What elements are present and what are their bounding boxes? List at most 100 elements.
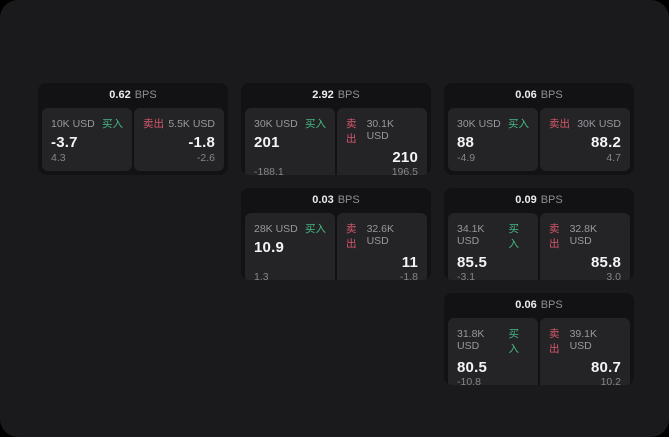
buy-badge: 买入 xyxy=(305,118,326,130)
bps-unit-label: BPS xyxy=(540,194,563,206)
quote-card-body: 31.8K USD 买入 80.5 -10.8 卖出 39.1K USD 80.… xyxy=(444,318,634,385)
buy-amount: 30K USD xyxy=(457,118,501,130)
buy-panel-header: 30K USD 买入 xyxy=(457,116,529,131)
sell-amount: 39.1K USD xyxy=(569,328,598,352)
buy-badge: 买入 xyxy=(102,118,123,130)
bps-value: 0.06 xyxy=(515,299,537,311)
buy-panel-header: 30K USD 买入 xyxy=(254,116,326,131)
bps-unit-label: BPS xyxy=(337,89,360,101)
buy-amount: 31.8K USD xyxy=(457,328,485,352)
buy-sub-value: -3.1 xyxy=(457,271,476,280)
buy-panel[interactable]: 10K USD 买入 -3.7 4.3 xyxy=(42,108,132,171)
bps-header: 0.62 BPS xyxy=(38,83,228,108)
buy-panel[interactable]: 28K USD 买入 10.9 1.3 xyxy=(245,213,335,280)
sell-panel-header: 卖出 39.1K USD xyxy=(549,326,621,356)
buy-badge: 买入 xyxy=(508,223,519,250)
buy-sub-value: 4.3 xyxy=(51,152,66,164)
buy-amount: 28K USD xyxy=(254,223,298,235)
bps-unit-label: BPS xyxy=(337,194,360,206)
buy-badge: 买入 xyxy=(305,223,326,235)
quote-card-body: 34.1K USD 买入 85.5 -3.1 卖出 32.8K USD 85.8… xyxy=(444,213,634,280)
sell-price: 88.2 xyxy=(591,134,621,151)
buy-sub-value: -4.9 xyxy=(457,152,476,164)
sell-panel[interactable]: 卖出 5.5K USD -1.8 -2.6 xyxy=(134,108,224,171)
sell-badge: 卖出 xyxy=(549,223,560,250)
buy-panel[interactable]: 30K USD 买入 88 -4.9 xyxy=(448,108,538,171)
quote-card-1: 0.62 BPS 10K USD 买入 -3.7 4.3 卖出 5.5K USD xyxy=(38,83,228,175)
buy-amount: 10K USD xyxy=(51,118,95,130)
buy-panel[interactable]: 30K USD 买入 201 -188.1 xyxy=(245,108,335,175)
sell-price: 210 xyxy=(392,149,418,166)
bps-header: 0.06 BPS xyxy=(444,83,634,108)
sell-panel[interactable]: 卖出 32.8K USD 85.8 3.0 xyxy=(540,213,630,280)
quote-cards-grid: 0.62 BPS 10K USD 买入 -3.7 4.3 卖出 5.5K USD xyxy=(38,83,634,385)
buy-sub-value: 1.3 xyxy=(254,271,269,280)
sell-panel[interactable]: 卖出 30K USD 88.2 4.7 xyxy=(540,108,630,171)
bps-header: 0.06 BPS xyxy=(444,293,634,318)
sell-badge: 卖出 xyxy=(143,118,164,130)
buy-price: 80.5 xyxy=(457,359,487,376)
quote-card-2: 2.92 BPS 30K USD 买入 201 -188.1 卖出 30.1K … xyxy=(241,83,431,175)
sell-sub-value: 10.2 xyxy=(600,376,621,385)
sell-badge: 卖出 xyxy=(549,328,560,355)
sell-price: -1.8 xyxy=(188,134,215,151)
bps-value: 2.92 xyxy=(312,89,334,101)
buy-amount: 34.1K USD xyxy=(457,223,485,247)
buy-panel-header: 28K USD 买入 xyxy=(254,221,326,236)
sell-panel-header: 卖出 30.1K USD xyxy=(346,116,418,146)
buy-price: 88 xyxy=(457,134,475,151)
sell-panel[interactable]: 卖出 30.1K USD 210 196.5 xyxy=(337,108,427,175)
bps-value: 0.06 xyxy=(515,89,537,101)
bps-value: 0.03 xyxy=(312,194,334,206)
buy-panel[interactable]: 34.1K USD 买入 85.5 -3.1 xyxy=(448,213,538,280)
quote-card-body: 30K USD 买入 88 -4.9 卖出 30K USD 88.2 4.7 xyxy=(444,108,634,175)
sell-price: 11 xyxy=(401,254,418,271)
quote-card-6: 0.06 BPS 31.8K USD 买入 80.5 -10.8 卖出 39.1… xyxy=(444,293,634,385)
bps-header: 0.09 BPS xyxy=(444,188,634,213)
bps-unit-label: BPS xyxy=(134,89,157,101)
sell-panel-header: 卖出 30K USD xyxy=(549,116,621,131)
sell-sub-value: 3.0 xyxy=(606,271,621,280)
quote-card-3: 0.06 BPS 30K USD 买入 88 -4.9 卖出 30K USD xyxy=(444,83,634,175)
sell-sub-value: -2.6 xyxy=(196,152,215,164)
bps-value: 0.62 xyxy=(109,89,131,101)
buy-panel-header: 34.1K USD 买入 xyxy=(457,221,529,251)
sell-panel-header: 卖出 5.5K USD xyxy=(143,116,215,131)
sell-sub-value: 196.5 xyxy=(391,166,418,175)
buy-price: -3.7 xyxy=(51,134,78,151)
sell-badge: 卖出 xyxy=(346,118,357,145)
buy-panel-header: 31.8K USD 买入 xyxy=(457,326,529,356)
sell-panel[interactable]: 卖出 39.1K USD 80.7 10.2 xyxy=(540,318,630,385)
sell-amount: 32.6K USD xyxy=(366,223,395,247)
sell-amount: 30.1K USD xyxy=(366,118,395,142)
quote-card-body: 10K USD 买入 -3.7 4.3 卖出 5.5K USD -1.8 -2.… xyxy=(38,108,228,175)
sell-badge: 卖出 xyxy=(346,223,357,250)
quote-card-4: 0.03 BPS 28K USD 买入 10.9 1.3 卖出 32.6K US… xyxy=(241,188,431,280)
buy-panel-header: 10K USD 买入 xyxy=(51,116,123,131)
sell-price: 85.8 xyxy=(591,254,621,271)
buy-amount: 30K USD xyxy=(254,118,298,130)
buy-badge: 买入 xyxy=(508,328,519,355)
quote-card-5: 0.09 BPS 34.1K USD 买入 85.5 -3.1 卖出 32.8K… xyxy=(444,188,634,280)
buy-price: 10.9 xyxy=(254,239,284,256)
bps-unit-label: BPS xyxy=(540,89,563,101)
sell-amount: 30K USD xyxy=(577,118,621,130)
sell-panel[interactable]: 卖出 32.6K USD 11 -1.8 xyxy=(337,213,427,280)
buy-panel[interactable]: 31.8K USD 买入 80.5 -10.8 xyxy=(448,318,538,385)
buy-badge: 买入 xyxy=(508,118,529,130)
bps-value: 0.09 xyxy=(515,194,537,206)
sell-price: 80.7 xyxy=(591,359,621,376)
bps-unit-label: BPS xyxy=(540,299,563,311)
sell-sub-value: -1.8 xyxy=(399,271,418,280)
quote-card-body: 28K USD 买入 10.9 1.3 卖出 32.6K USD 11 -1.8 xyxy=(241,213,431,280)
quote-card-body: 30K USD 买入 201 -188.1 卖出 30.1K USD 210 1… xyxy=(241,108,431,175)
buy-sub-value: -10.8 xyxy=(457,376,481,385)
buy-sub-value: -188.1 xyxy=(254,166,284,175)
buy-price: 201 xyxy=(254,134,280,151)
sell-panel-header: 卖出 32.8K USD xyxy=(549,221,621,251)
sell-amount: 32.8K USD xyxy=(569,223,598,247)
bps-header: 2.92 BPS xyxy=(241,83,431,108)
bps-header: 0.03 BPS xyxy=(241,188,431,213)
sell-badge: 卖出 xyxy=(549,118,570,130)
